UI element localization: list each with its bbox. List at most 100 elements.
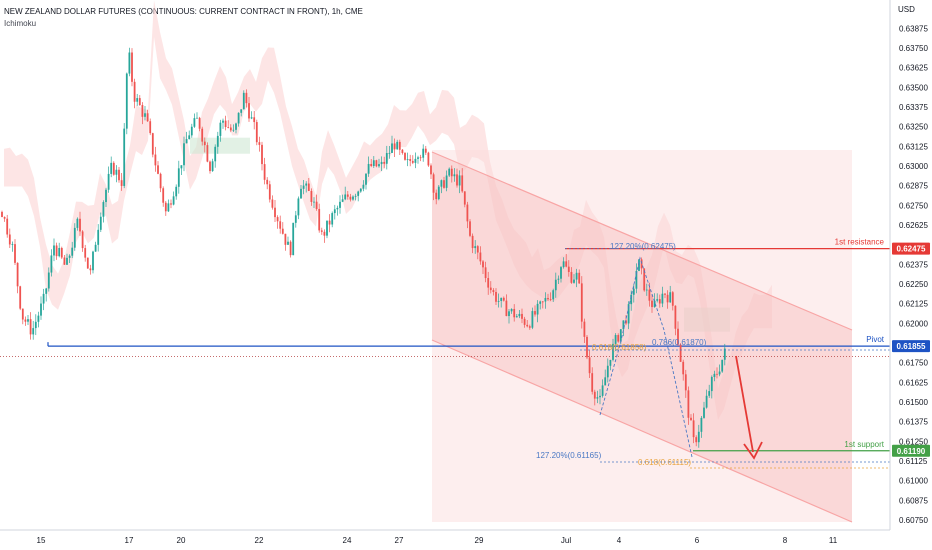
candle-body — [526, 324, 529, 327]
candle-body — [110, 162, 113, 174]
candle-body — [151, 133, 154, 155]
candle-body — [396, 141, 399, 150]
candle-body — [346, 194, 349, 197]
candle-body — [242, 92, 245, 110]
candle-body — [50, 255, 53, 273]
candle-body — [79, 218, 81, 232]
candle-body — [625, 320, 627, 324]
candle-body — [648, 289, 651, 301]
candle-body — [190, 126, 193, 136]
candle-body — [289, 241, 292, 256]
y-tick-label: 0.62375 — [899, 260, 928, 269]
candle-body — [255, 122, 258, 143]
candle-body — [502, 297, 505, 301]
candle-body — [97, 229, 100, 245]
candle-body — [281, 228, 284, 234]
currency-label: USD — [898, 5, 915, 14]
candle-body — [102, 202, 105, 217]
candle-body — [534, 311, 536, 315]
candle-body — [81, 231, 84, 249]
candle-body — [331, 213, 334, 225]
candle-body — [643, 268, 646, 291]
candle-body — [37, 315, 40, 322]
candle-body — [120, 180, 123, 186]
candle-body — [661, 293, 664, 304]
resistance-line-price-text: 0.62475 — [897, 245, 926, 254]
pivot-line-label: Pivot — [866, 335, 885, 344]
candle-body — [333, 209, 336, 214]
candle-body — [315, 201, 318, 209]
candle-body — [653, 300, 656, 308]
candle-body — [307, 183, 310, 191]
candle-body — [437, 186, 440, 200]
candle-body — [713, 373, 716, 377]
x-tick-label: 8 — [783, 536, 788, 545]
candle-body — [266, 179, 269, 185]
candle-body — [105, 189, 107, 203]
candle-body — [198, 117, 201, 129]
candle-body — [419, 157, 422, 159]
candle-body — [170, 203, 172, 205]
candle-body — [640, 259, 643, 269]
candle-body — [651, 300, 653, 308]
candle-body — [593, 391, 596, 399]
candle-body — [448, 168, 451, 176]
candle-body — [463, 191, 466, 205]
candles — [1, 47, 726, 448]
y-tick-label: 0.63125 — [899, 142, 928, 151]
y-tick-label: 0.62625 — [899, 221, 928, 230]
y-tick-label: 0.61750 — [899, 359, 928, 368]
candle-body — [136, 98, 139, 102]
candle-body — [427, 152, 430, 166]
candle-body — [287, 241, 289, 245]
candle-body — [547, 297, 549, 300]
candle-body — [60, 247, 63, 258]
candle-body — [404, 153, 406, 160]
candle-body — [84, 248, 87, 258]
candle-body — [682, 361, 685, 375]
candle-body — [622, 320, 625, 330]
candle-body — [466, 204, 469, 222]
candle-body — [313, 201, 315, 203]
candle-body — [245, 92, 248, 104]
candle-body — [162, 188, 165, 203]
candle-body — [157, 165, 159, 174]
candle-body — [185, 139, 188, 144]
candle-body — [453, 174, 456, 177]
candle-body — [55, 245, 58, 257]
candle-body — [456, 174, 458, 186]
channel-upper-line — [431, 151, 853, 331]
candle-body — [131, 52, 133, 82]
candle-body — [479, 252, 482, 262]
candle-body — [630, 294, 633, 305]
candle-body — [305, 183, 308, 186]
candle-body — [393, 143, 396, 150]
candle-body — [349, 196, 352, 200]
candle-body — [188, 135, 191, 140]
candle-body — [16, 262, 19, 287]
candle-body — [697, 431, 700, 443]
cloud-kumo-green — [190, 137, 250, 154]
candle-body — [515, 316, 518, 318]
candle-body — [398, 141, 401, 150]
candle-body — [505, 300, 508, 317]
y-tick-label: 0.61000 — [899, 477, 928, 486]
candle-body — [94, 244, 97, 252]
x-tick-label: 15 — [37, 536, 46, 545]
candle-body — [575, 272, 578, 280]
candle-body — [209, 161, 211, 172]
y-tick-label: 0.62125 — [899, 300, 928, 309]
candle-body — [599, 395, 601, 398]
y-tick-label: 0.63875 — [899, 24, 928, 33]
candle-body — [617, 335, 620, 342]
candle-body — [560, 267, 562, 279]
candle-body — [596, 397, 599, 399]
fib-annotations: 127.20%(0.62475) 0.786(0.61870) 127.20%(0.… — [536, 242, 890, 469]
candle-body — [484, 267, 487, 279]
candle-body — [292, 222, 295, 256]
indicator-label[interactable]: Ichimoku — [4, 19, 37, 28]
candle-body — [310, 190, 313, 202]
candle-body — [424, 148, 427, 153]
candle-body — [708, 391, 711, 396]
